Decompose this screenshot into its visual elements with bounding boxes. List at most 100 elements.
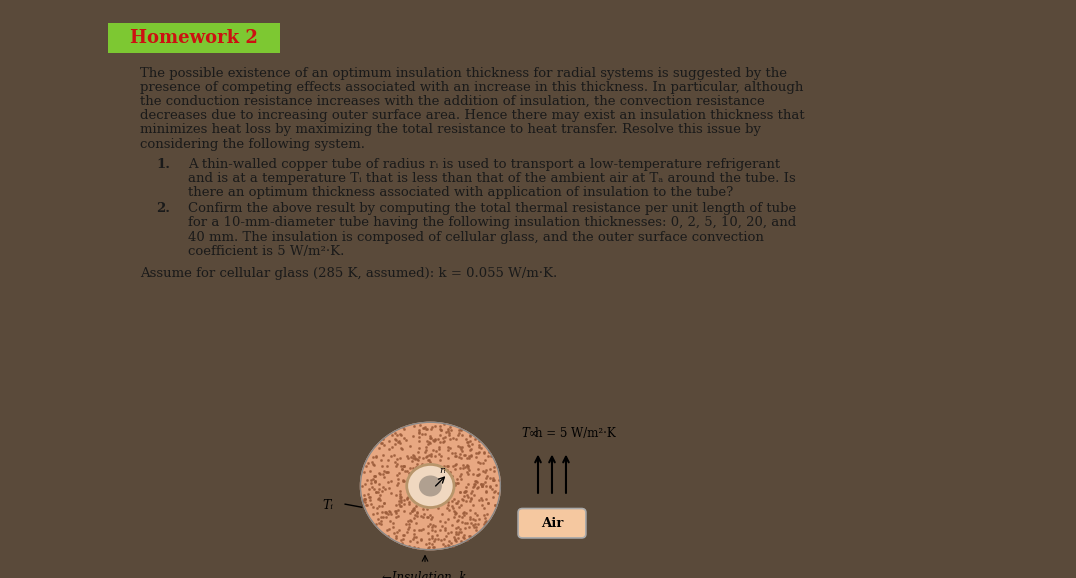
Point [447, 460, 464, 469]
Point [476, 519, 493, 528]
Point [387, 509, 405, 518]
Point [372, 512, 390, 521]
FancyBboxPatch shape [518, 509, 585, 538]
Point [356, 490, 373, 499]
Point [429, 503, 447, 513]
Point [425, 542, 442, 551]
Point [475, 479, 492, 488]
Point [478, 473, 495, 483]
Point [412, 536, 429, 545]
Point [463, 494, 480, 503]
Point [443, 497, 461, 506]
Point [456, 518, 473, 528]
Point [439, 454, 456, 463]
Point [437, 432, 454, 442]
Point [458, 453, 476, 462]
Point [365, 484, 382, 494]
Point [440, 428, 457, 437]
Point [414, 453, 431, 462]
Point [451, 524, 468, 533]
Point [478, 466, 495, 475]
Point [390, 499, 407, 509]
Point [456, 531, 473, 540]
Point [410, 428, 427, 438]
Point [437, 525, 454, 535]
Point [385, 451, 402, 460]
Point [405, 543, 422, 552]
Point [400, 525, 417, 534]
Point [477, 456, 494, 465]
Point [473, 495, 491, 504]
Point [393, 492, 410, 501]
Point [387, 491, 405, 500]
Point [377, 508, 394, 517]
Point [458, 490, 476, 499]
Point [396, 461, 413, 470]
Point [420, 512, 437, 521]
Point [434, 509, 451, 518]
Point [371, 469, 388, 479]
Point [374, 434, 392, 443]
Point [391, 436, 408, 446]
Point [386, 428, 404, 437]
Point [452, 527, 469, 536]
Point [357, 495, 374, 504]
Point [362, 466, 379, 476]
Point [439, 445, 456, 454]
Point [442, 538, 459, 547]
Point [459, 469, 477, 479]
Point [461, 514, 478, 524]
Point [354, 497, 371, 506]
Point [417, 424, 435, 434]
Point [392, 438, 409, 447]
Point [476, 447, 493, 457]
Point [450, 453, 467, 462]
Point [378, 507, 395, 517]
Point [431, 525, 449, 535]
Point [451, 463, 468, 472]
Point [406, 532, 423, 542]
Text: 2.: 2. [156, 202, 170, 215]
Point [398, 527, 415, 536]
Point [414, 423, 431, 432]
Text: considering the following system.: considering the following system. [140, 138, 365, 151]
Point [472, 494, 490, 503]
Point [395, 461, 412, 470]
Point [483, 451, 500, 460]
Point [400, 497, 417, 506]
Point [406, 505, 423, 514]
Point [461, 506, 478, 515]
Point [447, 507, 464, 516]
Point [374, 469, 392, 478]
Point [433, 425, 450, 435]
Point [392, 431, 409, 440]
Point [380, 524, 397, 533]
Point [376, 440, 393, 450]
Point [401, 441, 419, 450]
Point [373, 502, 391, 511]
Point [473, 481, 491, 491]
Point [395, 423, 412, 432]
Point [425, 543, 442, 552]
Point [447, 508, 464, 517]
Text: Assume for cellular glass (285 K, assumed): k = 0.055 W/m·K.: Assume for cellular glass (285 K, assume… [140, 267, 557, 280]
Point [374, 483, 392, 492]
Point [422, 449, 439, 458]
Point [489, 488, 506, 498]
Point [411, 433, 428, 442]
Point [421, 534, 438, 543]
Point [467, 508, 484, 517]
Point [466, 434, 483, 443]
Text: 40 mm. The insulation is composed of cellular glass, and the outer surface conve: 40 mm. The insulation is composed of cel… [188, 231, 764, 244]
Point [445, 506, 463, 516]
Point [384, 519, 401, 528]
Point [379, 461, 396, 470]
Point [429, 535, 447, 544]
Point [359, 458, 377, 467]
Point [449, 497, 466, 506]
Point [462, 531, 479, 540]
Point [450, 425, 467, 434]
Point [453, 469, 470, 479]
Point [447, 527, 464, 536]
Point [376, 498, 393, 507]
